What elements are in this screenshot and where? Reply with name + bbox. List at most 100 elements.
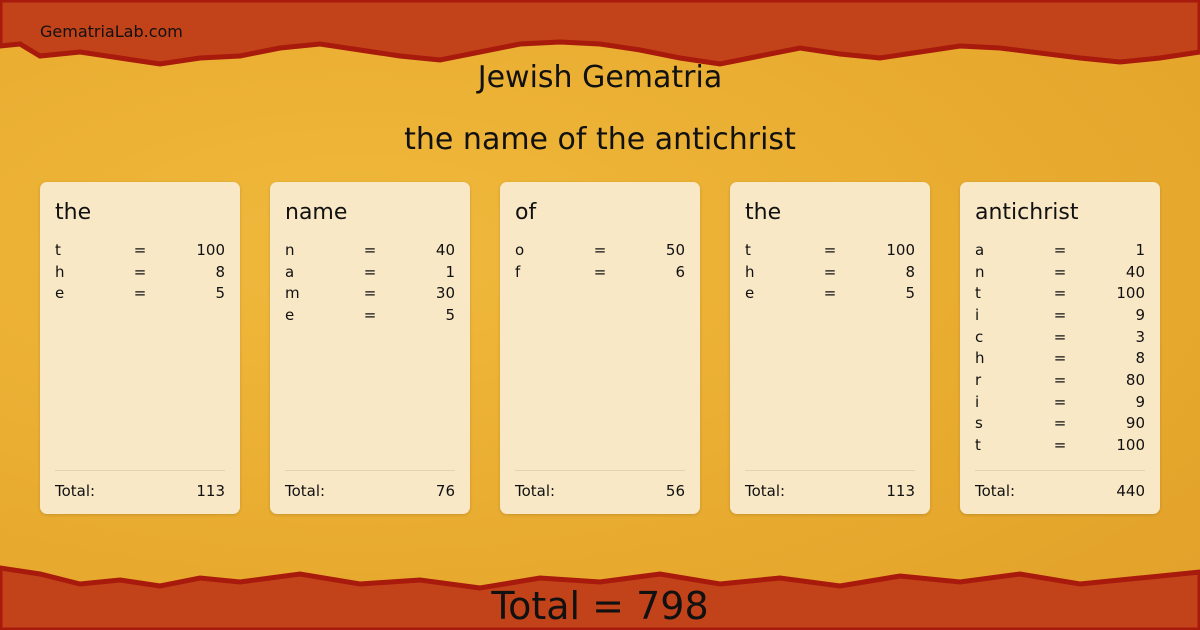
total-value: 56: [665, 482, 685, 500]
letter-value: 100: [1116, 284, 1145, 303]
letter: e: [55, 284, 65, 303]
equals-sign: =: [363, 240, 377, 259]
letter: a: [285, 262, 295, 281]
word-card: antichrist a = 1 n = 40 t = 100 i = 9 c = 3 h = 8 r = 80 i = 9 s =…: [960, 182, 1160, 514]
word-card: the t = 100 h = 8 e = 5 Total: 113: [730, 182, 930, 514]
equals-sign: =: [1053, 370, 1067, 389]
grand-total: Total = 798: [491, 584, 709, 628]
letter: o: [515, 240, 525, 259]
card-total: Total: 76: [285, 470, 455, 500]
equals-sign: =: [1053, 284, 1067, 303]
letter-table: n = 40 a = 1 m = 30 e = 5: [285, 239, 455, 326]
letter: t: [975, 284, 981, 303]
equals-sign: =: [363, 284, 377, 303]
letter-row: m = 30: [285, 282, 455, 304]
total-value: 76: [435, 482, 455, 500]
letter: t: [975, 436, 981, 455]
letter-value: 8: [1135, 349, 1145, 368]
equals-sign: =: [363, 305, 377, 324]
equals-sign: =: [1053, 414, 1067, 433]
letter-value: 100: [886, 240, 915, 259]
letter-value: 50: [665, 240, 685, 259]
top-torn-edge: [0, 0, 1200, 67]
letter-row: r = 80: [975, 369, 1145, 391]
word-card: name n = 40 a = 1 m = 30 e = 5 Total: 76: [270, 182, 470, 514]
equals-sign: =: [1053, 327, 1067, 346]
letter: s: [975, 414, 983, 433]
equals-sign: =: [1053, 392, 1067, 411]
equals-sign: =: [1053, 305, 1067, 324]
letter-value: 80: [1125, 370, 1145, 389]
equals-sign: =: [1053, 262, 1067, 281]
letter-value: 9: [1135, 305, 1145, 324]
letter: m: [285, 284, 300, 303]
phrase-heading: the name of the antichrist: [404, 122, 796, 157]
card-word: name: [285, 200, 348, 225]
letter-value: 40: [1125, 262, 1145, 281]
letter-table: t = 100 h = 8 e = 5: [745, 239, 915, 304]
letter: h: [975, 349, 985, 368]
letter-row: t = 100: [55, 239, 225, 261]
letter: h: [55, 262, 65, 281]
letter-table: t = 100 h = 8 e = 5: [55, 239, 225, 304]
letter-value: 30: [435, 284, 455, 303]
site-logo-link[interactable]: GematriaLab.com: [40, 22, 183, 41]
equals-sign: =: [133, 262, 147, 281]
letter-value: 5: [445, 305, 455, 324]
letter: e: [745, 284, 755, 303]
letter-row: t = 100: [975, 282, 1145, 304]
letter-value: 8: [905, 262, 915, 281]
card-total: Total: 113: [745, 470, 915, 500]
letter-row: i = 9: [975, 391, 1145, 413]
letter: n: [285, 240, 295, 259]
card-total: Total: 440: [975, 470, 1145, 500]
letter-value: 100: [1116, 436, 1145, 455]
equals-sign: =: [1053, 349, 1067, 368]
letter-value: 1: [1135, 240, 1145, 259]
equals-sign: =: [823, 240, 837, 259]
letter: c: [975, 327, 984, 346]
bottom-torn-edge: [0, 565, 1200, 630]
equals-sign: =: [133, 240, 147, 259]
card-word: the: [55, 200, 92, 225]
letter: i: [975, 305, 980, 324]
letter-row: c = 3: [975, 326, 1145, 348]
letter-value: 3: [1135, 327, 1145, 346]
letter-table: a = 1 n = 40 t = 100 i = 9 c = 3 h = 8 r = 80 i = 9 s = 90 t = 100: [975, 239, 1145, 456]
letter-row: e = 5: [285, 304, 455, 326]
letter: r: [975, 370, 982, 389]
word-cards: the t = 100 h = 8 e = 5 Total: 113 name n = 40 a = 1 m = 30 e =…: [40, 182, 1160, 514]
letter-row: a = 1: [975, 239, 1145, 261]
letter-row: i = 9: [975, 304, 1145, 326]
total-value: 113: [886, 482, 915, 500]
equals-sign: =: [823, 262, 837, 281]
letter-value: 6: [675, 262, 685, 281]
total-value: 113: [196, 482, 225, 500]
letter: f: [515, 262, 521, 281]
letter: h: [745, 262, 755, 281]
card-total: Total: 56: [515, 470, 685, 500]
cipher-title: Jewish Gematria: [477, 60, 723, 95]
equals-sign: =: [133, 284, 147, 303]
letter-row: h = 8: [55, 261, 225, 283]
equals-sign: =: [593, 240, 607, 259]
letter-value: 100: [196, 240, 225, 259]
card-word: antichrist: [975, 200, 1079, 225]
letter-value: 1: [445, 262, 455, 281]
total-label: Total:: [745, 482, 786, 500]
equals-sign: =: [1053, 240, 1067, 259]
letter-value: 5: [905, 284, 915, 303]
letter-value: 5: [215, 284, 225, 303]
letter-row: t = 100: [975, 434, 1145, 456]
total-label: Total:: [55, 482, 96, 500]
equals-sign: =: [363, 262, 377, 281]
letter: e: [285, 305, 295, 324]
letter-value: 40: [435, 240, 455, 259]
letter-value: 8: [215, 262, 225, 281]
card-total: Total: 113: [55, 470, 225, 500]
letter-row: f = 6: [515, 261, 685, 283]
total-label: Total:: [285, 482, 326, 500]
word-card: of o = 50 f = 6 Total: 56: [500, 182, 700, 514]
total-label: Total:: [515, 482, 556, 500]
word-card: the t = 100 h = 8 e = 5 Total: 113: [40, 182, 240, 514]
